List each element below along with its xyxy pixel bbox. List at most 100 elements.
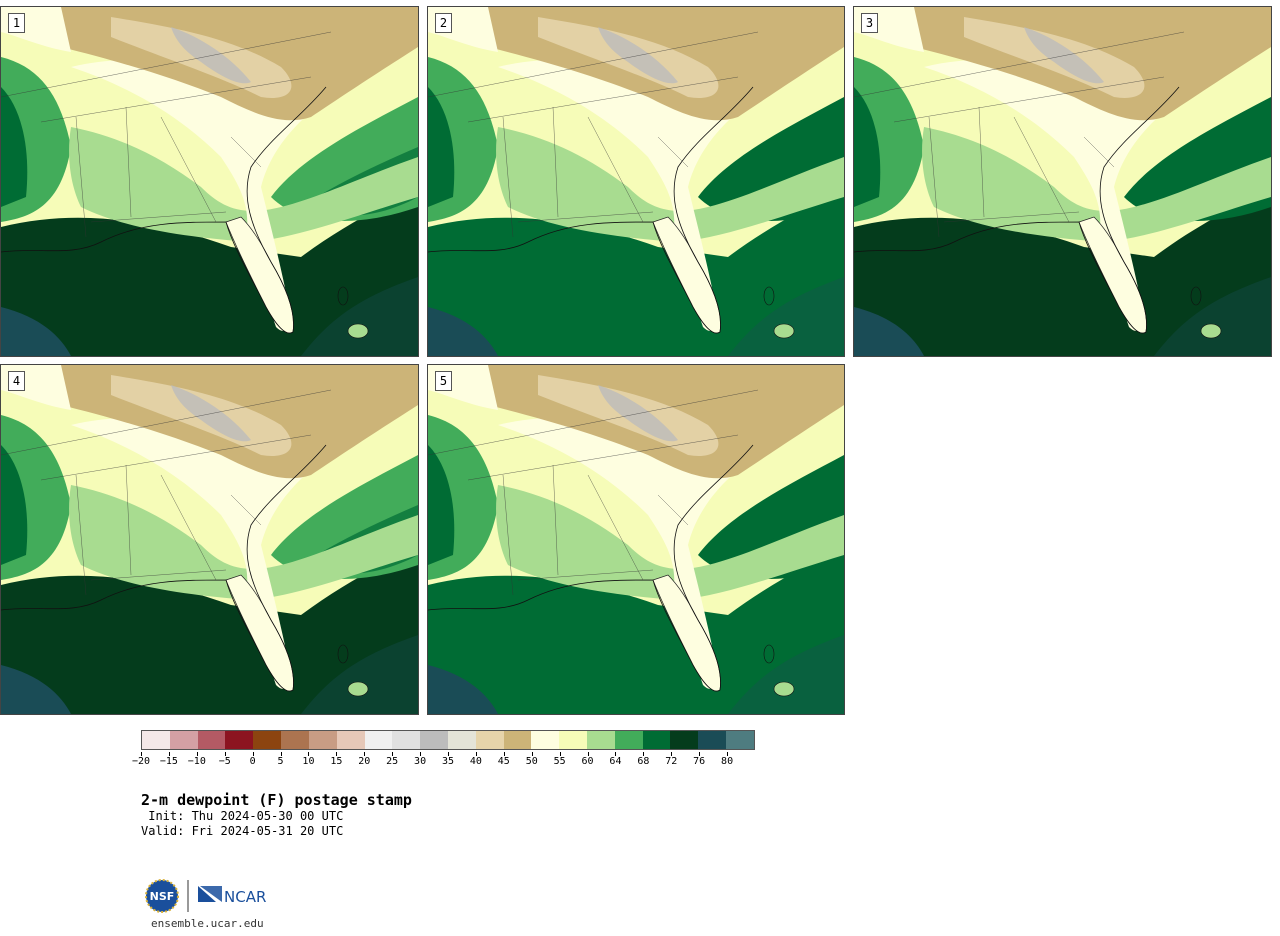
colorbar-tick xyxy=(364,752,366,756)
colorbar-tick-label: −5 xyxy=(218,756,231,767)
coastline xyxy=(428,86,754,334)
colorbar-swatch xyxy=(726,731,754,749)
panel-label-2: 2 xyxy=(435,13,452,33)
colorbar-tick xyxy=(559,752,561,756)
colorbar-tick xyxy=(168,752,170,756)
colorbar-tick-label: 68 xyxy=(637,756,650,767)
appalachian-region xyxy=(1024,27,1104,84)
coastline xyxy=(1,86,327,334)
gulf-moist-region xyxy=(428,187,844,356)
dewpoint-map-1 xyxy=(1,7,418,356)
teal-patch xyxy=(1,307,71,356)
dewpoint-map-4 xyxy=(1,365,418,714)
island xyxy=(347,681,369,697)
map-panel-3: 3 xyxy=(853,6,1272,357)
colorbar-tick-label: 76 xyxy=(693,756,706,767)
colorbar-tick-label: 64 xyxy=(609,756,622,767)
coastline xyxy=(854,86,1180,334)
dewpoint-map-5 xyxy=(428,365,844,714)
site-url: ensemble.ucar.edu xyxy=(151,917,264,930)
gulf-moist-region xyxy=(428,545,844,714)
nsf-text: NSF xyxy=(150,890,175,903)
colorbar-tick-label: 72 xyxy=(665,756,678,767)
colorbar-tick-label: 35 xyxy=(441,756,455,767)
map-panel-2: 2 xyxy=(427,6,845,357)
colorbar-swatch xyxy=(503,731,532,749)
colorbar-tick-label: 40 xyxy=(469,756,482,767)
colorbar-tick xyxy=(224,752,226,756)
colorbar-swatch xyxy=(197,731,226,749)
colorbar-tick xyxy=(308,752,310,756)
coastline xyxy=(1,444,327,692)
map-panel-1: 1 xyxy=(0,6,419,357)
island xyxy=(1200,323,1222,339)
map-panel-5: 5 xyxy=(427,364,845,715)
gulf-moist-region xyxy=(1,545,418,714)
colorbar-swatch xyxy=(420,731,448,749)
colorbar-tick-label: 10 xyxy=(302,756,315,767)
colorbar-tick xyxy=(196,752,198,756)
teal-patch xyxy=(854,307,924,356)
colorbar-tick xyxy=(531,752,533,756)
dewpoint-map-2 xyxy=(428,7,844,356)
colorbar-swatch xyxy=(336,731,365,749)
nsf-ncar-logo: NSF NCAR xyxy=(145,879,266,913)
colorbar-tick xyxy=(587,752,589,756)
dewpoint-map-3 xyxy=(854,7,1271,356)
coastline xyxy=(428,444,754,692)
colorbar-tick xyxy=(475,752,477,756)
colorbar-swatch xyxy=(253,731,282,749)
colorbar-swatch xyxy=(698,731,727,749)
colorbar-swatch xyxy=(642,731,671,749)
colorbar-tick-label: 50 xyxy=(525,756,538,767)
mid-light-green xyxy=(69,127,418,242)
island xyxy=(773,681,795,697)
colorbar-tick xyxy=(280,752,282,756)
colorbar-tick-label: 25 xyxy=(386,756,399,767)
colorbar-swatch xyxy=(308,731,337,749)
appalachian-region xyxy=(598,27,678,84)
appalachian-region xyxy=(598,385,678,442)
colorbar-swatch xyxy=(559,731,587,749)
state-boundaries xyxy=(1,389,332,596)
mid-light-green xyxy=(496,485,844,600)
state-boundaries xyxy=(428,389,759,596)
panel-label-4: 4 xyxy=(8,371,25,391)
colorbar-tick-label: 20 xyxy=(358,756,371,767)
colorbar-tick xyxy=(503,752,505,756)
teal-patch xyxy=(428,665,498,714)
map-panel-4: 4 xyxy=(0,364,419,715)
state-boundaries xyxy=(1,31,332,238)
colorbar-swatch xyxy=(587,731,615,749)
island xyxy=(773,323,795,339)
island xyxy=(347,323,369,339)
colorbar-swatch xyxy=(531,731,560,749)
colorbar-tick-label: 60 xyxy=(581,756,594,767)
colorbar-tick xyxy=(141,752,142,756)
panel-label-3: 3 xyxy=(861,13,878,33)
colorbar-tick-label: 15 xyxy=(330,756,343,767)
colorbar-tick-label: 0 xyxy=(249,756,256,767)
colorbar-tick-label: 55 xyxy=(553,756,566,767)
colorbar-tick xyxy=(336,752,338,756)
colorbar-tick-label: 45 xyxy=(497,756,510,767)
colorbar-swatch xyxy=(169,731,198,749)
colorbar-tick xyxy=(699,752,701,756)
colorbar-tick-label: 30 xyxy=(414,756,427,767)
colorbar-tick xyxy=(392,752,394,756)
mid-light-green xyxy=(922,127,1271,242)
colorbar-tick-label: 5 xyxy=(277,756,284,767)
colorbar-swatch xyxy=(364,731,393,749)
valid-time: Valid: Fri 2024-05-31 20 UTC xyxy=(141,824,344,838)
colorbar-tick xyxy=(420,752,422,756)
colorbar-tick-label: 80 xyxy=(721,756,734,767)
colorbar-tick xyxy=(448,752,449,756)
mid-light-green xyxy=(69,485,418,600)
colorbar-tick xyxy=(727,752,729,756)
appalachian-region xyxy=(171,27,251,84)
colorbar-ticks: −20 −15 −10 −5 0 5 10 15 20 25 30 35 40 45 50 55 60 64 68 7… xyxy=(132,752,755,772)
colorbar-swatch xyxy=(447,731,476,749)
state-boundaries xyxy=(428,31,759,238)
mid-light-green xyxy=(496,127,844,242)
colorbar-swatch xyxy=(670,731,699,749)
